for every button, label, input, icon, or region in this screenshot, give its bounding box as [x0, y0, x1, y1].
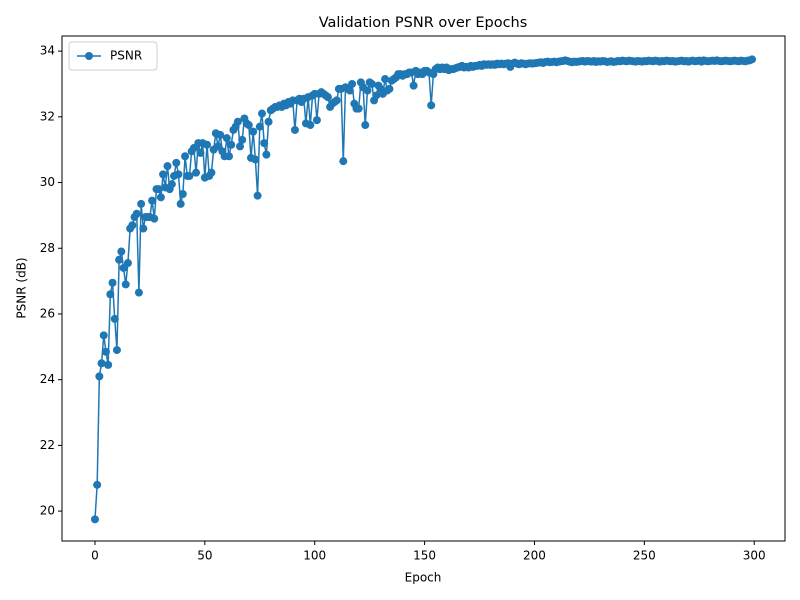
y-tick-label: 26: [40, 306, 55, 320]
data-point: [93, 480, 102, 489]
data-point: [306, 121, 315, 130]
data-point: [90, 515, 99, 524]
legend-box: [68, 41, 158, 71]
data-point: [156, 193, 165, 202]
x-tick-label: 250: [633, 549, 656, 563]
data-point: [354, 104, 363, 113]
data-point: [253, 191, 262, 200]
y-axis-label: PSNR (dB): [15, 257, 29, 318]
data-point: [134, 288, 143, 297]
y-tick-label: 24: [40, 372, 55, 386]
x-tick-label: 100: [303, 549, 326, 563]
data-point: [128, 221, 137, 230]
x-tick-label: 150: [413, 549, 436, 563]
data-point: [97, 359, 106, 368]
data-point: [159, 170, 168, 179]
data-point: [260, 139, 269, 148]
data-point: [104, 360, 113, 369]
data-point: [167, 180, 176, 189]
data-point: [117, 247, 126, 256]
y-tick-label: 20: [40, 504, 55, 518]
data-point: [255, 122, 264, 131]
data-point: [207, 168, 216, 177]
data-point: [367, 79, 376, 88]
data-point: [238, 135, 247, 144]
data-point: [121, 280, 130, 289]
data-point: [174, 170, 183, 179]
data-point: [222, 134, 231, 143]
data-point: [233, 117, 242, 126]
x-axis-label: Epoch: [405, 571, 442, 585]
x-tick-label: 0: [91, 549, 99, 563]
data-point: [249, 127, 258, 136]
legend-marker: [85, 52, 93, 60]
data-point: [262, 150, 271, 159]
data-point: [95, 372, 104, 381]
data-point: [101, 347, 110, 356]
data-point: [99, 331, 108, 340]
data-point: [348, 79, 357, 88]
data-point: [345, 86, 354, 95]
data-point: [115, 255, 124, 264]
data-point: [332, 96, 341, 105]
data-point: [123, 259, 132, 268]
data-point: [339, 157, 348, 166]
data-point: [181, 152, 190, 161]
y-tick-label: 32: [40, 109, 55, 123]
data-point: [192, 168, 201, 177]
data-point: [427, 101, 436, 110]
plot-frame: [61, 35, 786, 542]
data-point: [225, 152, 234, 161]
data-point: [257, 109, 266, 118]
data-point: [748, 55, 757, 64]
y-tick-label: 30: [40, 175, 55, 189]
data-point: [312, 116, 321, 125]
chart-title: Validation PSNR over Epochs: [319, 15, 528, 31]
y-tick-label: 28: [40, 241, 55, 255]
data-point: [110, 314, 119, 323]
data-point: [154, 185, 163, 194]
data-point: [385, 84, 394, 93]
x-tick-label: 200: [523, 549, 546, 563]
data-point: [361, 121, 370, 130]
data-point: [132, 209, 141, 218]
data-point: [163, 162, 172, 171]
y-tick-label: 22: [40, 438, 55, 452]
data-point: [185, 171, 194, 180]
data-point: [409, 81, 418, 90]
data-point: [381, 75, 390, 84]
data-point: [290, 125, 299, 134]
data-point: [236, 142, 245, 151]
data-point: [363, 86, 372, 95]
data-point: [112, 346, 121, 355]
data-point: [139, 224, 148, 233]
data-point: [196, 148, 205, 157]
data-point: [244, 121, 253, 130]
data-point: [106, 290, 115, 299]
data-point: [137, 199, 146, 208]
x-tick-label: 300: [743, 549, 766, 563]
data-point: [323, 93, 332, 102]
x-tick-label: 50: [197, 549, 212, 563]
data-point: [372, 91, 381, 100]
data-point: [172, 158, 181, 167]
data-point: [176, 199, 185, 208]
y-tick-label: 34: [40, 44, 55, 58]
data-point: [178, 190, 187, 199]
data-point: [227, 140, 236, 149]
data-point: [108, 278, 117, 287]
data-point: [264, 117, 273, 126]
legend-label: PSNR: [110, 49, 142, 63]
data-point: [251, 155, 260, 164]
data-point: [216, 130, 225, 139]
data-point: [203, 140, 212, 149]
data-point: [148, 196, 157, 205]
data-point: [150, 214, 159, 223]
